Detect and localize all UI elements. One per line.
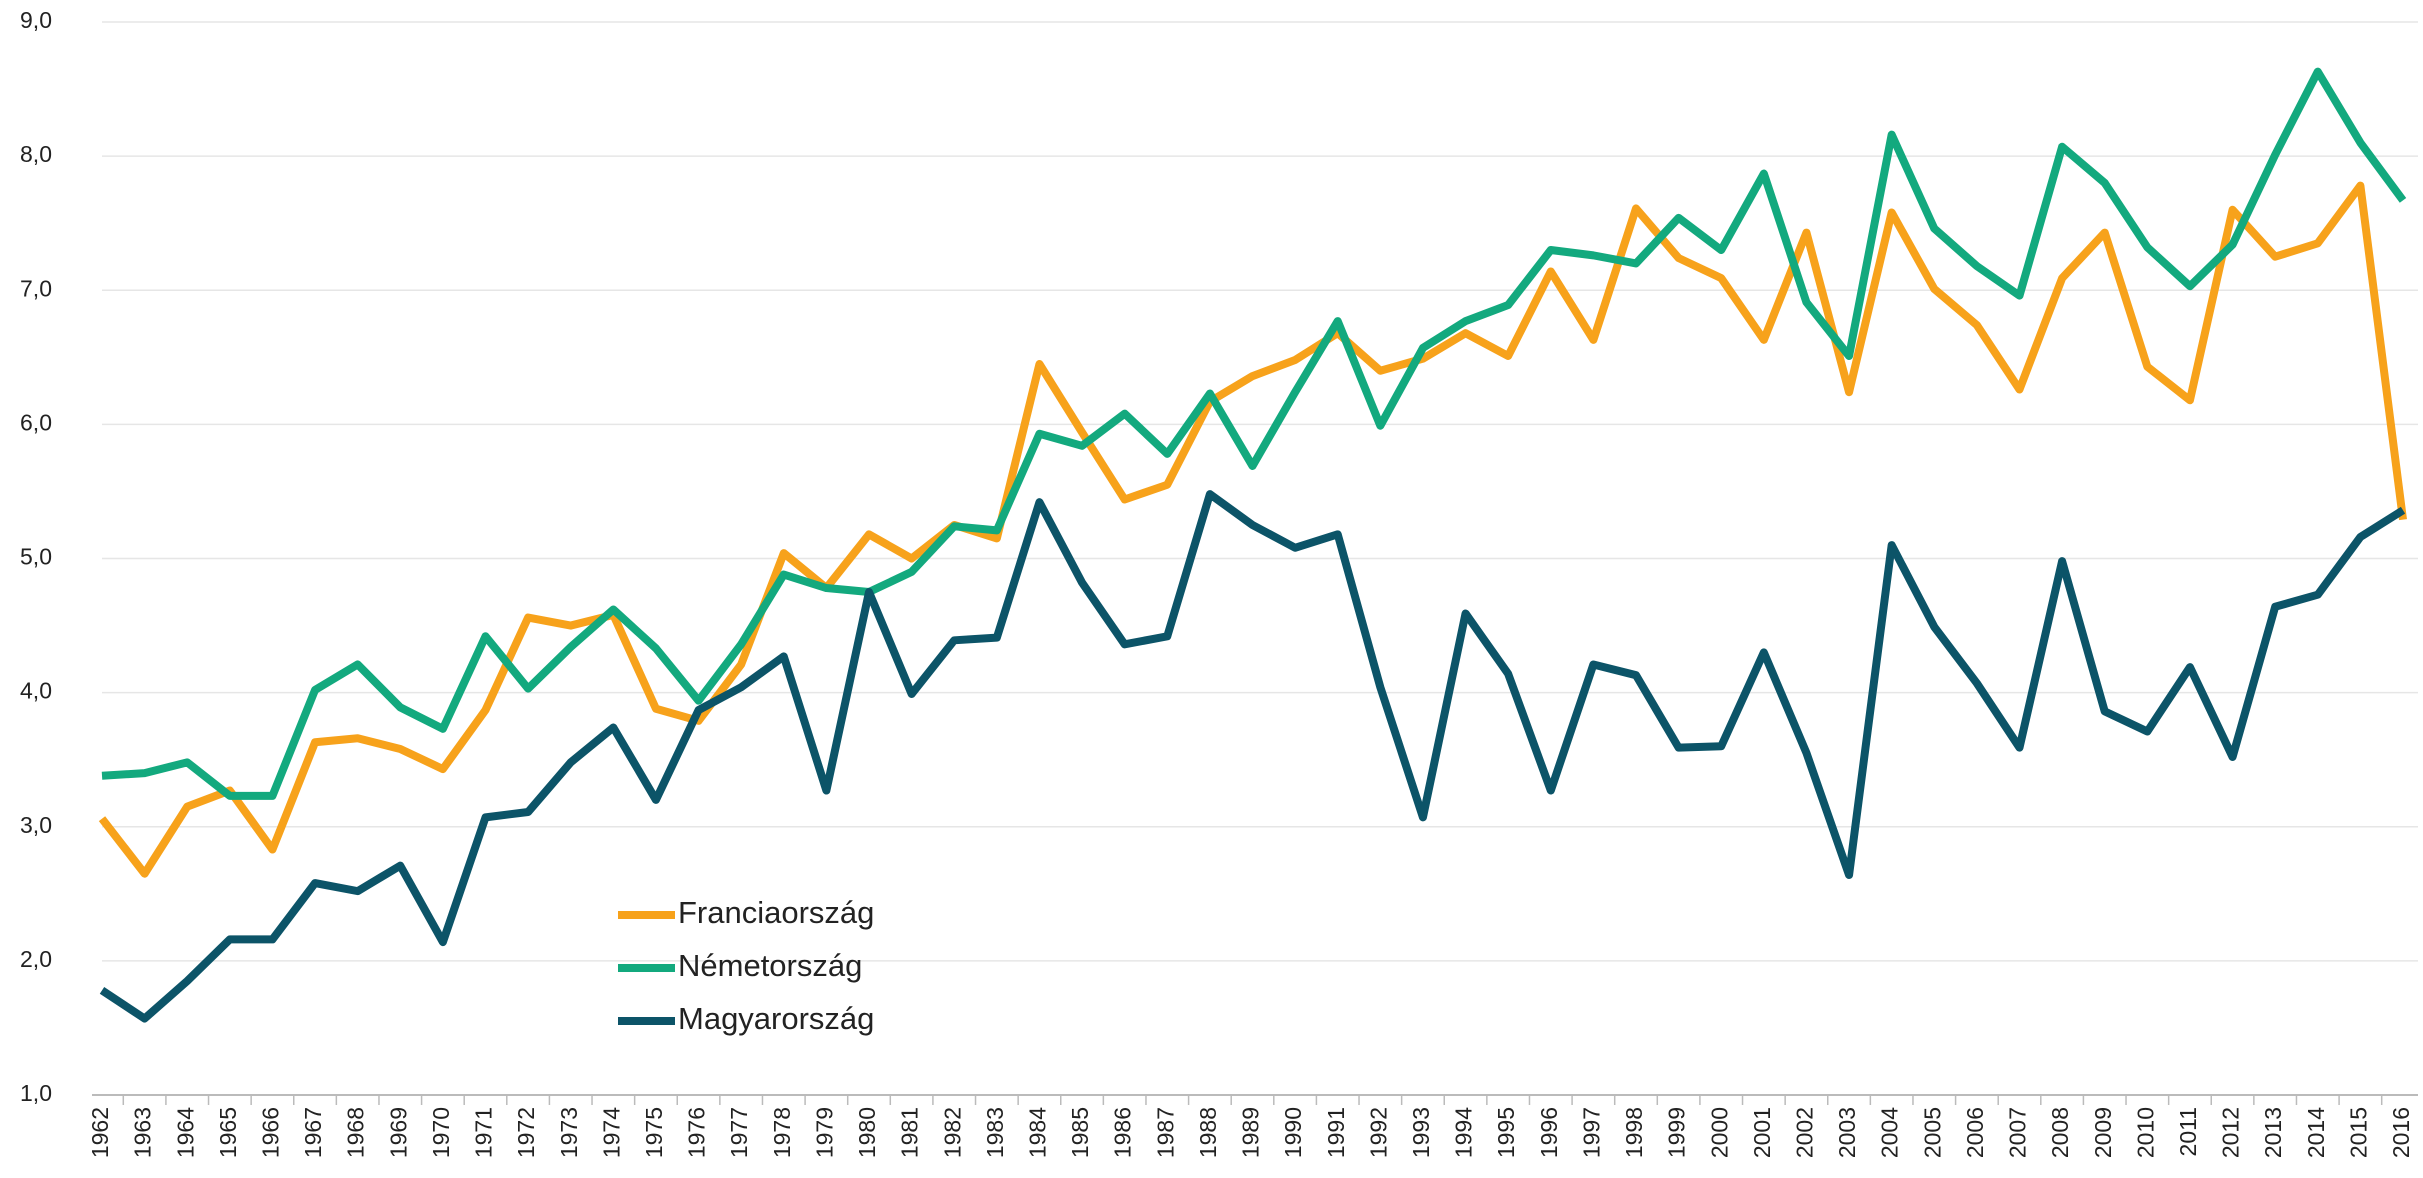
x-tick-label: 1990 bbox=[1280, 1107, 1306, 1158]
y-tick-label: 1,0 bbox=[20, 1080, 52, 1106]
x-tick-label: 2002 bbox=[1792, 1107, 1818, 1158]
y-tick-label: 2,0 bbox=[20, 946, 52, 972]
x-tick-label: 1996 bbox=[1536, 1107, 1562, 1158]
x-tick-label: 1992 bbox=[1365, 1107, 1391, 1158]
y-tick-label: 5,0 bbox=[20, 544, 52, 570]
legend-label: Németország bbox=[678, 948, 862, 983]
x-tick-label: 2009 bbox=[2090, 1107, 2116, 1158]
x-tick-label: 2006 bbox=[1962, 1107, 1988, 1158]
x-tick-label: 1999 bbox=[1664, 1107, 1690, 1158]
series-line bbox=[101, 67, 2407, 800]
series-line bbox=[98, 181, 2407, 878]
y-tick-label: 9,0 bbox=[20, 7, 52, 33]
x-tick-label: 1969 bbox=[385, 1107, 411, 1158]
x-tick-label: 1997 bbox=[1578, 1107, 1604, 1158]
x-tick-label: 1986 bbox=[1110, 1107, 1136, 1158]
y-tick-label: 3,0 bbox=[20, 812, 52, 838]
x-tick-label: 1964 bbox=[172, 1107, 198, 1158]
x-tick-label: 1968 bbox=[343, 1107, 369, 1158]
legend-label: Franciaország bbox=[678, 895, 874, 930]
x-tick-label: 1972 bbox=[513, 1107, 539, 1158]
x-tick-label: 1981 bbox=[897, 1107, 923, 1158]
x-tick-label: 1977 bbox=[726, 1107, 752, 1158]
legend-label: Magyarország bbox=[678, 1001, 874, 1036]
series-line bbox=[99, 490, 2406, 1023]
x-tick-label: 1978 bbox=[769, 1107, 795, 1158]
x-tick-label: 2001 bbox=[1749, 1107, 1775, 1158]
x-tick-label: 1994 bbox=[1451, 1107, 1477, 1158]
x-tick-label: 1973 bbox=[556, 1107, 582, 1158]
x-tick-label: 2005 bbox=[1919, 1107, 1945, 1158]
x-tick-label: 1983 bbox=[982, 1107, 1008, 1158]
x-tick-label: 2012 bbox=[2218, 1107, 2244, 1158]
x-tick-label: 1987 bbox=[1152, 1107, 1178, 1158]
x-tick-label: 1980 bbox=[854, 1107, 880, 1158]
x-tick-label: 1967 bbox=[300, 1107, 326, 1158]
x-tick-label: 1988 bbox=[1195, 1107, 1221, 1158]
x-tick-label: 1984 bbox=[1025, 1107, 1051, 1158]
x-tick-label: 1971 bbox=[471, 1107, 497, 1158]
x-tick-label: 2010 bbox=[2132, 1107, 2158, 1158]
x-tick-label: 1982 bbox=[939, 1107, 965, 1158]
x-tick-label: 1963 bbox=[130, 1107, 156, 1158]
x-tick-label: 1979 bbox=[811, 1107, 837, 1158]
x-tick-label: 1998 bbox=[1621, 1107, 1647, 1158]
x-tick-label: 1991 bbox=[1323, 1107, 1349, 1158]
x-tick-label: 2000 bbox=[1706, 1107, 1732, 1158]
x-tick-label: 2014 bbox=[2303, 1107, 2329, 1158]
x-tick-label: 1975 bbox=[641, 1107, 667, 1158]
x-tick-label: 1966 bbox=[258, 1107, 284, 1158]
y-tick-label: 6,0 bbox=[20, 409, 52, 435]
x-tick-label: 1974 bbox=[598, 1107, 624, 1158]
x-tick-label: 2004 bbox=[1877, 1107, 1903, 1158]
y-tick-label: 7,0 bbox=[20, 275, 52, 301]
x-tick-label: 2011 bbox=[2175, 1107, 2201, 1156]
x-tick-label: 2013 bbox=[2260, 1107, 2286, 1158]
x-tick-label: 1962 bbox=[87, 1107, 113, 1158]
x-tick-label: 1976 bbox=[684, 1107, 710, 1158]
x-tick-label: 2016 bbox=[2388, 1107, 2414, 1158]
x-tick-label: 1970 bbox=[428, 1107, 454, 1158]
x-tick-label: 1989 bbox=[1238, 1107, 1264, 1158]
y-tick-label: 8,0 bbox=[20, 141, 52, 167]
x-tick-label: 1995 bbox=[1493, 1107, 1519, 1158]
x-tick-label: 2015 bbox=[2345, 1107, 2371, 1158]
y-tick-label: 4,0 bbox=[20, 678, 52, 704]
x-tick-label: 2003 bbox=[1834, 1107, 1860, 1158]
x-tick-label: 2007 bbox=[2005, 1107, 2031, 1158]
x-tick-label: 1993 bbox=[1408, 1107, 1434, 1158]
x-tick-label: 1965 bbox=[215, 1107, 241, 1158]
x-tick-label: 2008 bbox=[2047, 1107, 2073, 1158]
x-tick-label: 1985 bbox=[1067, 1107, 1093, 1158]
